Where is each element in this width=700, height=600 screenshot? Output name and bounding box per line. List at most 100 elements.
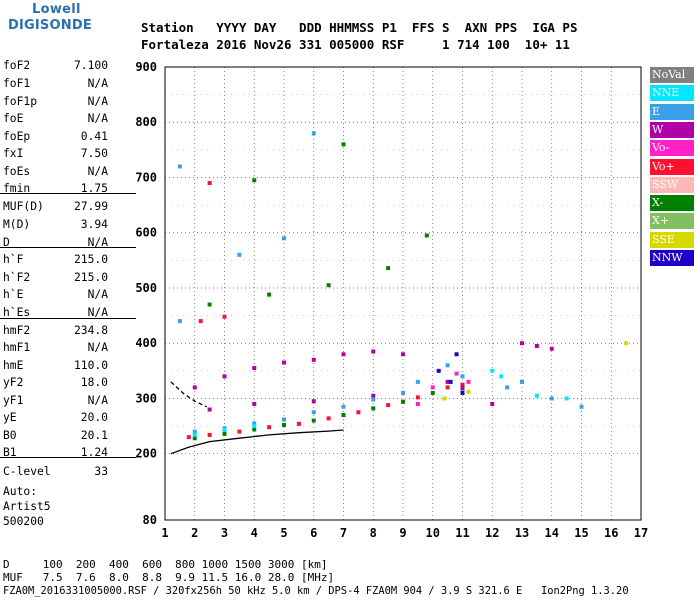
param-value: 1.24 — [80, 446, 108, 459]
data-point-x- — [341, 142, 346, 147]
data-point-w — [371, 349, 376, 354]
data-point-sse — [624, 341, 629, 346]
legend-item-ssw: SSW — [650, 176, 694, 193]
y-tick-label: 500 — [135, 281, 157, 295]
data-point-x- — [341, 413, 346, 418]
data-point-e — [282, 236, 286, 241]
param-value: 33 — [94, 465, 108, 478]
data-point-x- — [371, 406, 376, 411]
param-separator — [0, 193, 136, 194]
param-name: foE — [3, 112, 24, 125]
x-tick-label: 1 — [161, 526, 168, 540]
data-point-vo- — [267, 425, 272, 430]
logo-digisonde-text: DIGISONDE — [8, 18, 92, 33]
data-point-x- — [192, 436, 197, 441]
autoscale-source: Artist5 — [3, 500, 51, 513]
param-separator — [0, 247, 136, 248]
param-value: 18.0 — [80, 376, 108, 389]
data-point-w — [282, 360, 286, 365]
data-point-vo- — [460, 382, 465, 387]
data-point-e — [311, 410, 316, 415]
param-value: 0.41 — [80, 130, 108, 143]
param-name: B1 — [3, 446, 17, 459]
param-value: N/A — [87, 112, 108, 125]
param-name: h`Es — [3, 306, 31, 319]
param-value: N/A — [87, 306, 108, 319]
data-point-vo- — [430, 385, 435, 390]
legend-item-nnw: NNW — [650, 250, 694, 266]
param-name: h`F2 — [3, 271, 31, 284]
param-value: N/A — [87, 95, 108, 108]
y-tick-label: 400 — [135, 336, 157, 350]
data-point-w — [371, 393, 376, 398]
param-value: N/A — [87, 77, 108, 90]
param-name: B0 — [3, 429, 17, 442]
data-point-nnw — [448, 379, 453, 384]
data-point-w — [311, 399, 316, 404]
data-point-vo- — [415, 401, 420, 406]
data-point-nnw — [460, 390, 465, 395]
x-tick-label: 14 — [545, 526, 559, 540]
param-name: hmE — [3, 359, 24, 372]
header-values: Fortaleza 2016 Nov26 331 005000 RSF 1 71… — [141, 37, 570, 52]
legend-item-vo-: Vo- — [650, 140, 694, 157]
data-point-nne — [564, 396, 569, 401]
data-point-x- — [252, 178, 257, 183]
data-point-vo- — [237, 429, 242, 434]
data-point-vo- — [222, 314, 227, 319]
data-point-vo- — [326, 416, 331, 421]
data-point-vo- — [186, 435, 191, 440]
logo-lowell-text: Lowell — [32, 2, 81, 17]
param-value: 215.0 — [73, 271, 108, 284]
data-point-x- — [207, 302, 212, 307]
data-point-x- — [386, 266, 391, 271]
data-point-w — [341, 352, 346, 357]
data-point-vo- — [445, 385, 450, 390]
data-point-vo- — [207, 181, 212, 186]
param-name: D — [3, 236, 10, 249]
param-name: MUF(D) — [3, 200, 44, 213]
y-tick-label: 800 — [135, 115, 157, 129]
data-point-nne — [534, 393, 539, 398]
data-point-e — [445, 363, 450, 368]
legend-item-nne: NNE — [650, 85, 694, 102]
param-name: h`F — [3, 253, 24, 266]
x-tick-label: 9 — [399, 526, 406, 540]
param-value: 20.0 — [80, 411, 108, 424]
data-point-nne — [252, 424, 257, 429]
data-point-x- — [311, 418, 316, 423]
param-name: C-level — [3, 465, 51, 478]
legend-item-x-: X+ — [650, 213, 694, 230]
param-name: fmin — [3, 182, 31, 195]
param-name: yE — [3, 411, 17, 424]
data-point-w — [252, 401, 257, 406]
param-name: foF2 — [3, 59, 31, 72]
legend-item-sse: SSE — [650, 231, 694, 248]
footer-file-info: FZA0M_2016331005000.RSF / 320fx256h 50 k… — [3, 585, 629, 597]
data-point-x- — [424, 233, 429, 238]
data-point-e — [252, 421, 257, 426]
data-point-e — [579, 404, 584, 409]
data-point-e — [401, 390, 405, 395]
data-point-sse — [466, 389, 471, 394]
x-tick-label: 4 — [251, 526, 258, 540]
data-point-nne — [222, 427, 227, 432]
data-point-nnw — [454, 352, 459, 357]
x-tick-label: 6 — [310, 526, 317, 540]
param-name: M(D) — [3, 218, 31, 231]
data-point-x- — [267, 292, 272, 297]
trace-profile — [170, 429, 344, 455]
data-point-w — [460, 385, 465, 390]
x-tick-label: 11 — [455, 526, 469, 540]
param-value: 3.94 — [80, 218, 108, 231]
legend-item-vo-: Vo+ — [650, 158, 694, 175]
data-point-e — [460, 374, 465, 379]
x-tick-label: 2 — [191, 526, 198, 540]
y-tick-label: 300 — [135, 391, 157, 405]
x-tick-label: 15 — [574, 526, 588, 540]
data-point-e — [177, 164, 182, 169]
param-value: N/A — [87, 236, 108, 249]
data-point-w — [252, 366, 257, 371]
data-point-w — [549, 346, 554, 351]
